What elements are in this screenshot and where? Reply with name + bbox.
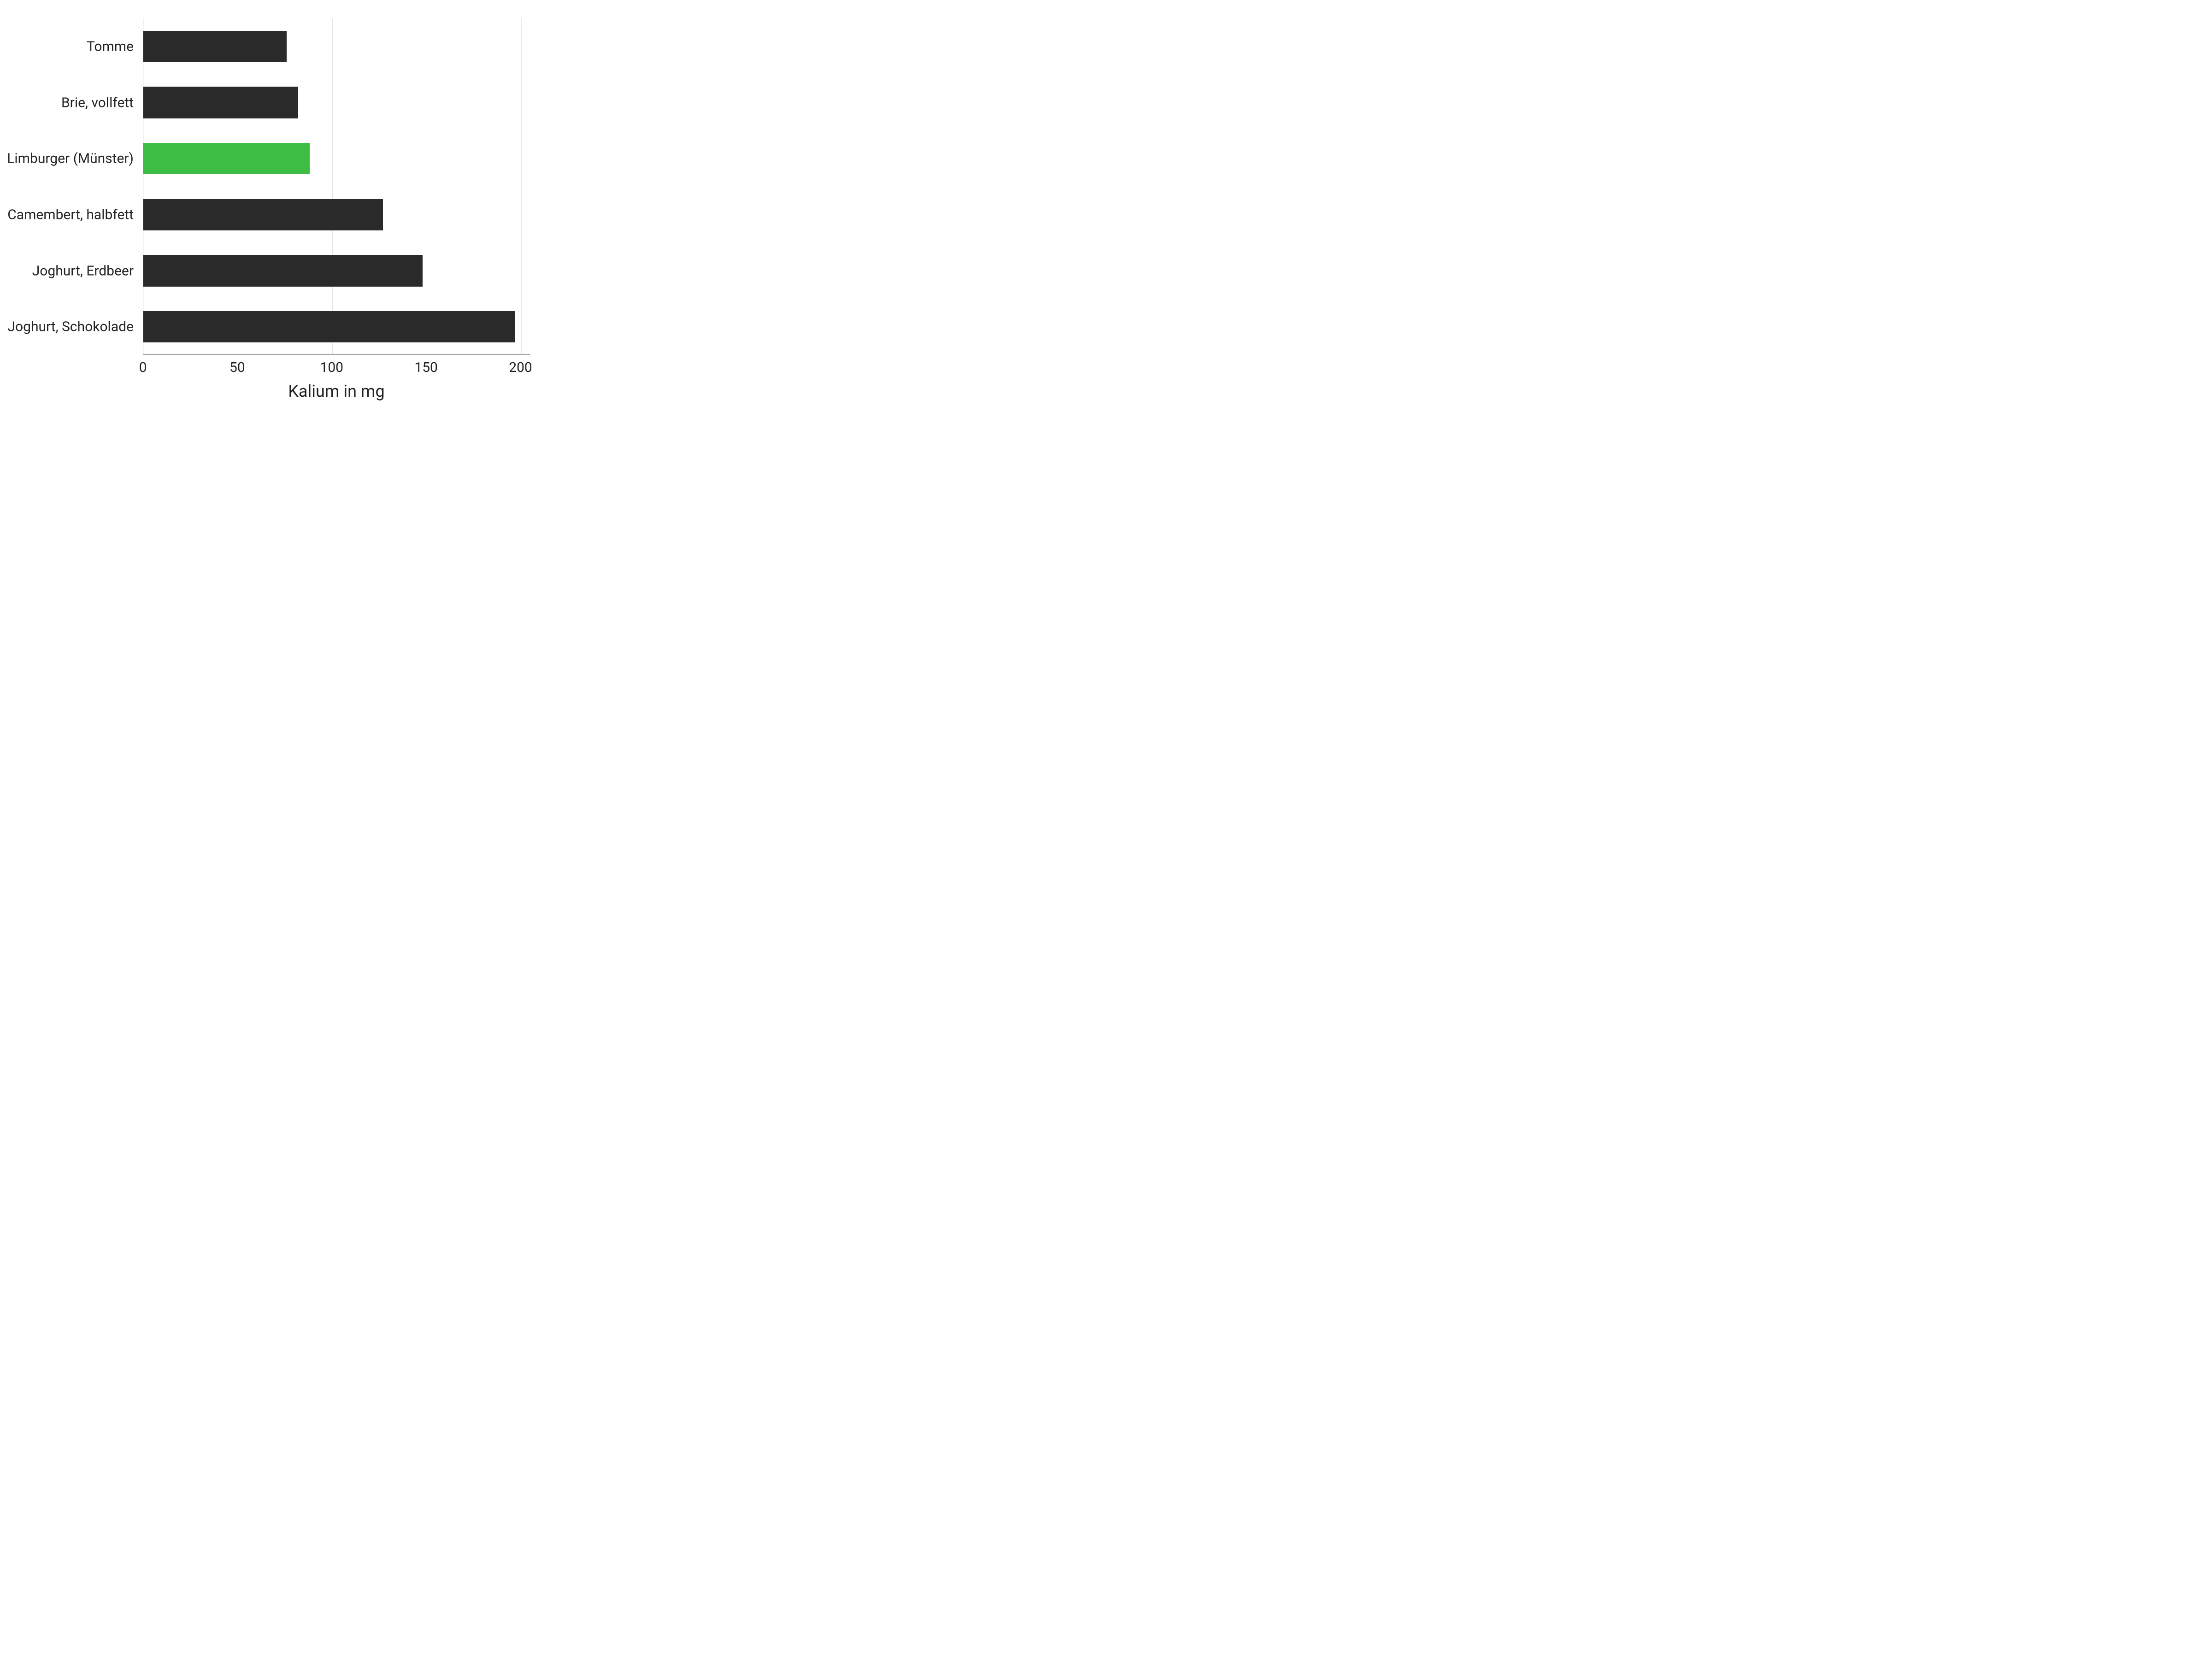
x-axis-title: Kalium in mg [143, 382, 530, 401]
chart-container: Kalium in mg 0 50 100 150 200 Tomme Brie, voll… [0, 0, 553, 415]
x-tick-label: 150 [414, 359, 438, 376]
y-category-label: Joghurt, Schokolade [5, 319, 134, 335]
gridline [521, 18, 522, 354]
x-tick-label: 0 [139, 359, 147, 376]
bar [143, 255, 423, 286]
bar [143, 87, 298, 118]
x-tick-label: 100 [320, 359, 343, 376]
bar [143, 199, 383, 230]
y-category-label: Brie, vollfett [5, 95, 134, 110]
x-tick-label: 50 [229, 359, 245, 376]
bar [143, 31, 287, 62]
y-category-label: Camembert, halbfett [5, 207, 134, 222]
bar [143, 143, 310, 174]
y-category-label: Tomme [5, 39, 134, 54]
bar [143, 311, 515, 342]
y-category-label: Limburger (Münster) [5, 151, 134, 166]
plot-area [143, 18, 530, 355]
gridline [332, 18, 333, 354]
y-category-label: Joghurt, Erdbeer [5, 263, 134, 278]
x-tick-label: 200 [509, 359, 532, 376]
